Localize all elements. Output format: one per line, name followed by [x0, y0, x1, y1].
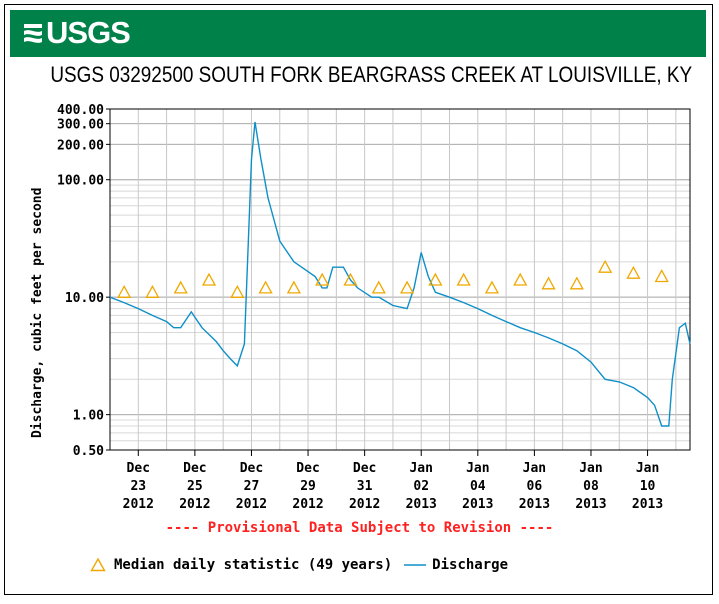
median-marker	[343, 272, 358, 286]
plot-border	[109, 108, 691, 451]
x-tick-label: 04	[470, 479, 486, 494]
x-tick-label: Jan	[466, 461, 489, 476]
x-tick-label: Jan	[579, 461, 602, 476]
major-gridlines	[110, 108, 690, 451]
x-tick-label: Jan	[523, 461, 546, 476]
median-marker	[513, 272, 528, 286]
median-markers	[117, 259, 669, 298]
usgs-banner: USGS	[10, 10, 706, 57]
y-tick-label: 100.00	[57, 174, 104, 189]
median-marker	[258, 280, 273, 294]
usgs-wave-icon	[24, 24, 42, 43]
x-tick-label: Dec	[127, 461, 150, 476]
x-tick-label: 06	[527, 479, 543, 494]
x-tick-label: Jan	[409, 461, 432, 476]
y-tick-label: 200.00	[57, 138, 104, 153]
y-tick-label: 300.00	[57, 118, 104, 133]
x-tick-label: 2012	[292, 497, 323, 512]
y-tick-label: 0.50	[73, 444, 104, 459]
median-marker	[286, 280, 301, 294]
legend: Median daily statistic (49 years) Discha…	[90, 555, 508, 575]
x-axis-ticks: Dec 23 2012 Dec 25 2012 Dec 27 2012 Dec 29 2012 Dec 3…	[123, 450, 663, 512]
x-tick-label: 2013	[406, 497, 437, 512]
logo-text: USGS	[46, 15, 131, 50]
y-tick-label: 10.00	[65, 291, 104, 306]
median-marker	[456, 272, 471, 286]
x-tick-label: Dec	[183, 461, 206, 476]
median-marker	[541, 276, 556, 290]
x-tick-label: 31	[357, 479, 373, 494]
x-tick-label: 23	[130, 479, 146, 494]
usgs-logo[interactable]: USGS	[22, 15, 131, 50]
minor-gridlines	[110, 108, 690, 451]
x-tick-label: 02	[413, 479, 429, 494]
triangle-icon	[90, 557, 106, 572]
x-tick-label: 2013	[575, 497, 606, 512]
median-marker	[399, 280, 415, 294]
x-tick-label: Jan	[636, 461, 659, 476]
x-tick-label: Dec	[353, 461, 376, 476]
x-tick-label: 2013	[632, 497, 663, 512]
x-tick-label: Dec	[296, 461, 319, 476]
chart-frame	[4, 4, 713, 595]
x-tick-label: 25	[187, 479, 203, 494]
x-tick-label: 29	[300, 479, 316, 494]
provisional-notice: ---- Provisional Data Subject to Revisio…	[165, 520, 554, 536]
legend-median-label: Median daily statistic (49 years)	[114, 557, 393, 573]
median-marker	[315, 272, 330, 286]
vertical-gridlines	[137, 109, 677, 450]
x-tick-label: 2012	[349, 497, 380, 512]
median-marker	[201, 272, 217, 286]
median-marker	[371, 280, 386, 294]
median-marker	[654, 269, 669, 283]
x-tick-label: 27	[244, 479, 260, 494]
x-tick-label: 2013	[462, 497, 493, 512]
discharge-line	[109, 121, 691, 427]
y-tick-label: 400.00	[57, 103, 104, 118]
median-marker	[626, 265, 641, 279]
x-tick-label: 2012	[236, 497, 267, 512]
median-marker	[484, 280, 500, 294]
median-marker	[117, 284, 132, 298]
chart-title: USGS 03292500 SOUTH FORK BEARGRASS CREEK…	[50, 62, 693, 87]
x-tick-label: 2012	[179, 497, 210, 512]
x-tick-label: 2013	[519, 497, 550, 512]
legend-line-swatch	[404, 564, 427, 566]
median-marker	[145, 284, 160, 298]
x-tick-label: 10	[640, 479, 656, 494]
median-marker	[569, 276, 584, 290]
median-marker	[230, 284, 245, 298]
median-marker	[598, 259, 613, 273]
y-axis-label: Discharge, cubic feet per second	[30, 188, 45, 438]
x-tick-label: Dec	[240, 461, 263, 476]
x-tick-label: 2012	[123, 497, 154, 512]
x-tick-label: 08	[583, 479, 599, 494]
legend-discharge-label: Discharge	[432, 557, 509, 573]
median-marker	[173, 280, 188, 294]
y-tick-label: 1.00	[73, 409, 104, 424]
median-marker	[428, 272, 443, 286]
